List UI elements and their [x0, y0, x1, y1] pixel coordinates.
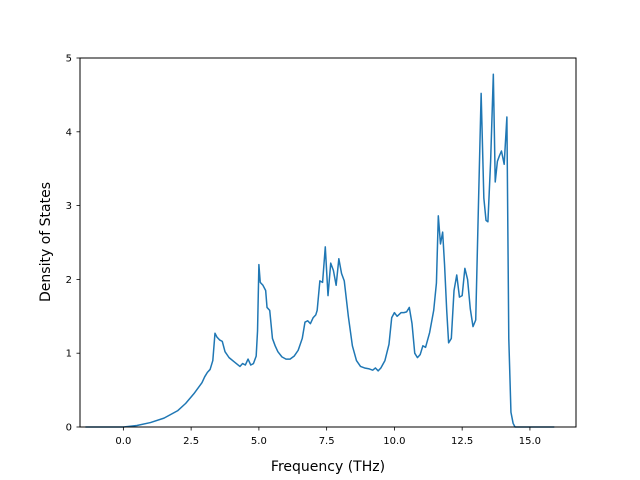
plot-area [85, 73, 555, 428]
dos-series-line [85, 73, 555, 428]
x-tick-label: 7.5 [319, 436, 335, 447]
y-axis-label: Density of States [38, 182, 54, 302]
axes-frame [79, 57, 577, 428]
x-tick-label: 0.0 [115, 436, 131, 447]
y-tick-label: 0 [66, 423, 72, 434]
y-axis: 0 1 2 3 4 5 [66, 54, 80, 434]
y-tick-label: 2 [66, 275, 72, 286]
x-tick-label: 15.0 [519, 436, 541, 447]
x-tick-label: 10.0 [383, 436, 405, 447]
y-tick-label: 3 [66, 201, 72, 212]
x-tick-label: 2.5 [183, 436, 199, 447]
x-tick-label: 12.5 [451, 436, 473, 447]
x-axis: 0.0 2.5 5.0 7.5 10.0 12.5 15.0 [115, 427, 541, 447]
x-axis-label: Frequency (THz) [271, 459, 385, 475]
y-tick-label: 4 [66, 127, 72, 138]
x-tick-label: 5.0 [251, 436, 267, 447]
y-tick-label: 1 [66, 349, 72, 360]
y-tick-label: 5 [66, 54, 72, 65]
